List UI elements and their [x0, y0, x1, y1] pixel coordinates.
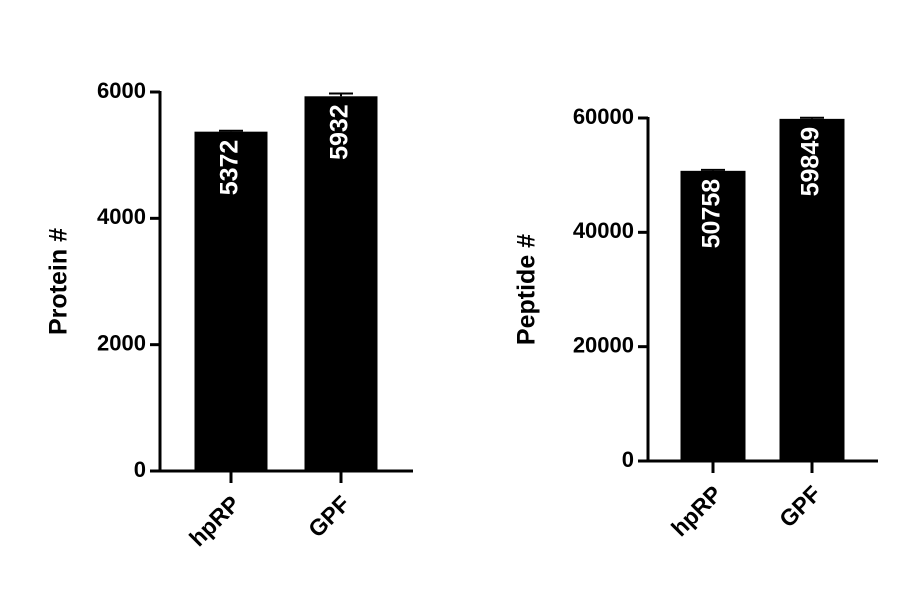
bar	[779, 118, 845, 461]
y-axis-title: Protein #	[45, 228, 73, 335]
error-bar	[219, 129, 243, 132]
y-tick-label: 2000	[97, 330, 146, 355]
y-axis-title: Peptide #	[513, 234, 541, 345]
error-bar	[701, 168, 725, 171]
x-tick-label: GPF	[774, 480, 826, 532]
bar	[304, 96, 378, 471]
y-tick-label: 6000	[97, 78, 146, 103]
y-tick-label: 0	[134, 457, 146, 482]
error-bar	[800, 116, 824, 119]
value-label: 5932	[326, 104, 354, 160]
error-bar	[329, 92, 353, 97]
y-tick-label: 0	[622, 447, 634, 472]
x-tick-label: hpRP	[666, 480, 727, 541]
value-label: 50758	[698, 179, 726, 249]
y-tick-label: 4000	[97, 204, 146, 229]
y-tick-label: 40000	[573, 218, 634, 243]
x-tick-label: GPF	[303, 490, 355, 542]
bar	[680, 170, 746, 461]
y-tick-label: 60000	[573, 104, 634, 129]
value-label: 5372	[216, 140, 244, 196]
bar	[194, 131, 268, 471]
y-tick-label: 20000	[573, 332, 634, 357]
x-tick-label: hpRP	[184, 490, 245, 551]
value-label: 59849	[797, 127, 825, 197]
